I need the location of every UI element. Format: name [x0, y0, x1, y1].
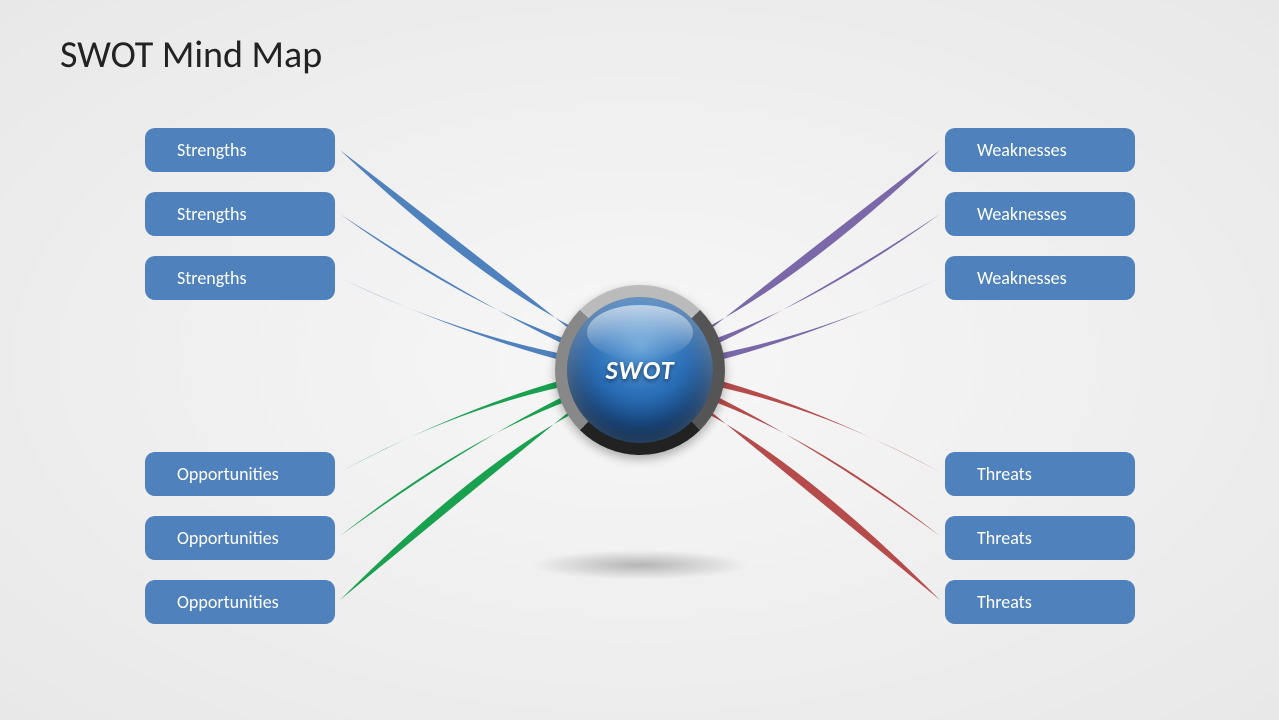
center-label: SWOT: [606, 354, 675, 386]
center-node: SWOT: [555, 285, 725, 455]
